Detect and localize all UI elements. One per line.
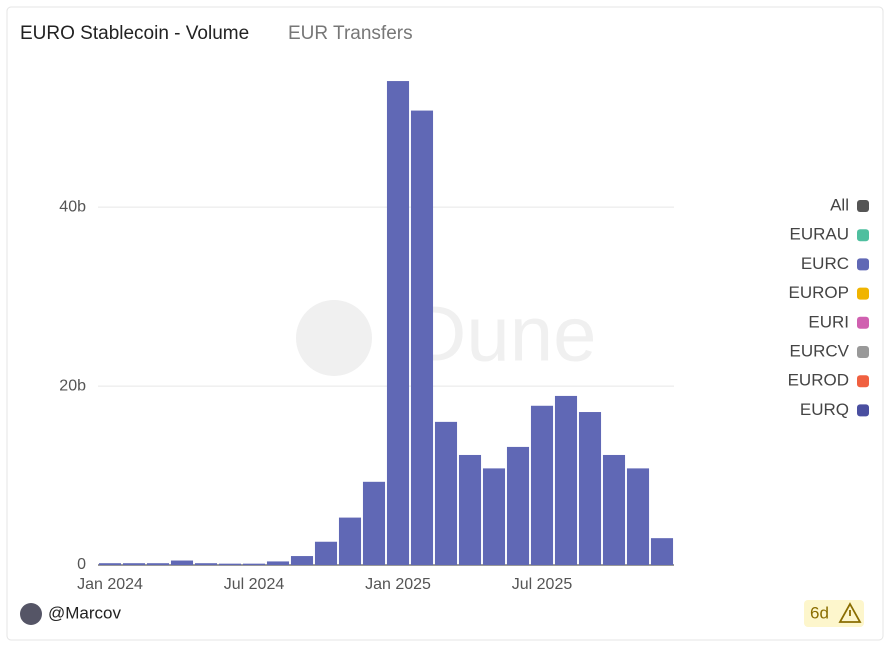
avatar — [20, 603, 42, 625]
bar — [218, 563, 242, 565]
legend-swatch — [857, 287, 869, 300]
bar — [626, 468, 650, 565]
bar — [386, 81, 410, 566]
x-tick-label: Jan 2025 — [365, 576, 431, 593]
chart-subtitle: EUR Transfers — [288, 23, 413, 44]
bar — [290, 556, 314, 565]
bar — [578, 412, 602, 565]
legend-swatch — [857, 346, 869, 358]
bar — [554, 395, 578, 565]
legend-swatch — [857, 200, 869, 212]
bar — [266, 561, 290, 565]
legend-label: EURI — [808, 312, 849, 331]
bar — [602, 454, 626, 565]
legend-label: All — [830, 195, 849, 214]
bar — [338, 517, 362, 565]
legend-label: EURQ — [800, 400, 849, 419]
bar — [98, 563, 122, 565]
bar — [410, 110, 434, 565]
watermark: Dune — [410, 290, 596, 378]
x-tick-label: Jul 2025 — [512, 576, 573, 593]
bar — [314, 541, 338, 565]
bar — [146, 563, 170, 565]
y-tick-label: 0 — [77, 556, 86, 573]
watermark-logo — [296, 300, 372, 376]
warning-icon — [838, 602, 862, 623]
card-border — [6, 6, 884, 641]
legend-label: EUROP — [789, 283, 849, 302]
bar — [530, 405, 554, 565]
bar — [122, 563, 146, 565]
legend-swatch — [857, 229, 869, 242]
author[interactable]: @Marcov — [48, 603, 121, 622]
x-tick-label: Jul 2024 — [224, 576, 285, 593]
legend-swatch — [857, 316, 869, 329]
bar — [242, 563, 266, 565]
x-tick-label: Jan 2024 — [77, 576, 143, 593]
bar — [458, 454, 482, 565]
y-tick-label: 20b — [59, 377, 86, 394]
y-tick-label: 40b — [59, 198, 86, 215]
age: 6d — [810, 603, 829, 622]
legend-swatch — [857, 258, 869, 271]
bar — [434, 421, 458, 565]
legend-label: EUROD — [788, 371, 849, 390]
legend-label: EURC — [801, 254, 849, 273]
bar — [650, 538, 674, 565]
bar — [194, 563, 218, 565]
legend-label: EURCV — [789, 341, 849, 360]
legend-swatch — [857, 404, 869, 417]
bar — [170, 560, 194, 565]
plot: 0 20b 40b Jan 2024 Jul 2024 Jan 2025 Jul 2025 A… — [59, 81, 869, 593]
bar — [362, 481, 386, 565]
bar — [506, 446, 530, 565]
legend-label: EURAU — [789, 225, 849, 244]
chart-title: EURO Stablecoin - Volume — [20, 23, 249, 44]
legend-swatch — [857, 375, 869, 388]
bar — [482, 468, 506, 565]
